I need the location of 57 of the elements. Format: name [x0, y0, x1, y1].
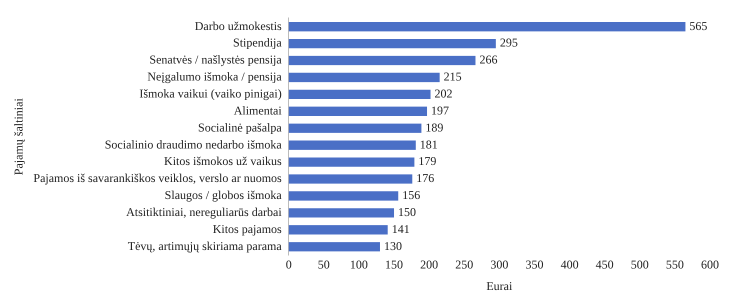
bar	[288, 174, 412, 184]
bar	[288, 38, 496, 48]
data-label: 130	[384, 238, 402, 253]
y-tick-label: Kitos pajamos	[212, 222, 282, 236]
bar	[288, 242, 380, 252]
data-label: 150	[398, 205, 416, 220]
x-tick-label: 400	[560, 258, 579, 272]
x-tick-label: 0	[286, 258, 292, 272]
data-label: 189	[425, 120, 444, 134]
bar	[288, 157, 414, 167]
bar	[288, 124, 422, 133]
y-tick-label: Išmoka vaikui (vaiko pinigai)	[139, 86, 282, 101]
bar	[288, 22, 686, 32]
x-tick-label: 250	[455, 258, 474, 272]
bar	[288, 72, 440, 82]
data-label: 141	[392, 222, 410, 236]
y-tick-label: Socialinė pašalpa	[198, 120, 282, 134]
data-label: 215	[444, 70, 462, 84]
x-tick-label: 200	[420, 258, 438, 272]
y-tick-label: Tėvų, artimųjų skiriama parama	[128, 238, 282, 253]
bar	[288, 56, 476, 66]
bar	[288, 90, 431, 100]
x-tick-label: 450	[596, 258, 614, 272]
y-tick-label: Darbo užmokestis	[194, 18, 282, 33]
x-tick-label: 100	[350, 258, 368, 272]
x-tick-label: 500	[630, 258, 649, 272]
bar	[288, 191, 398, 201]
bar	[288, 225, 388, 234]
x-axis-title: Eurai	[486, 278, 514, 293]
y-tick-label: Stipendija	[233, 36, 282, 50]
data-label: 156	[402, 188, 420, 202]
data-label: 176	[416, 171, 434, 186]
bar	[288, 140, 416, 150]
x-tick-label: 600	[701, 258, 719, 272]
y-tick-label: Senatvės / našlystės pensija	[149, 52, 282, 67]
data-label: 202	[434, 86, 453, 101]
x-tick-label: 350	[525, 258, 544, 272]
data-label: 266	[479, 52, 498, 67]
data-label: 565	[689, 18, 708, 33]
data-label: 181	[420, 137, 438, 152]
x-tick-label: 150	[385, 258, 404, 272]
bar	[288, 106, 428, 116]
y-tick-label: Atsitiktiniai, nereguliarūs darbai	[126, 205, 282, 220]
y-tick-label: Slaugos / globos išmoka	[164, 188, 282, 202]
y-tick-label: Neįgalumo išmoka / pensija	[147, 70, 282, 84]
y-tick-label: Socialinio draudimo nedarbo išmoka	[104, 137, 282, 152]
data-label: 179	[418, 154, 436, 168]
bar	[288, 208, 394, 218]
x-tick-label: 300	[490, 258, 508, 272]
y-tick-label: Pajamos iš savarankiškos veiklos, verslo ar nuomos	[33, 171, 282, 186]
y-axis-title: Pajamų šaltiniai	[11, 98, 26, 176]
y-tick-label: Alimentai	[234, 103, 282, 118]
x-tick-label: 550	[666, 258, 684, 272]
y-tick-label: Kitos išmokos už vaikus	[164, 154, 282, 168]
data-label: 295	[500, 36, 518, 50]
x-tick-label: 50	[318, 258, 330, 272]
data-label: 197	[431, 103, 450, 118]
